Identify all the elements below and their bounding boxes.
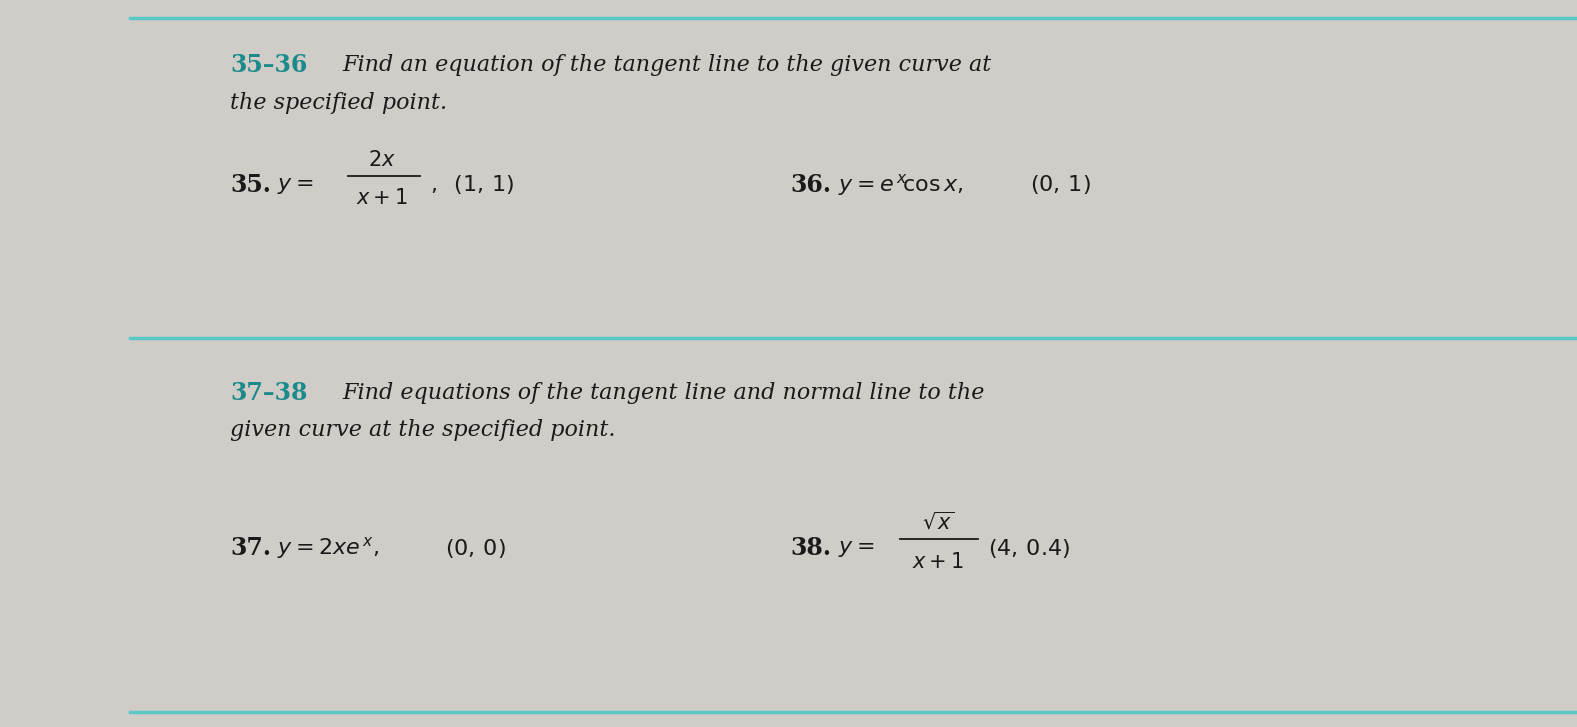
- Text: $y =$: $y =$: [837, 537, 874, 559]
- Text: $y = 2xe^{\,x},$: $y = 2xe^{\,x},$: [278, 535, 378, 561]
- Text: Find an equation of the tangent line to the given curve at: Find an equation of the tangent line to …: [342, 54, 992, 76]
- Text: $,\;\;(1,\,1)$: $,\;\;(1,\,1)$: [431, 174, 514, 196]
- Text: $x + 1$: $x + 1$: [356, 188, 408, 208]
- Text: $x + 1$: $x + 1$: [912, 552, 964, 572]
- Text: $y = e^{\,x}\!\cos x,$: $y = e^{\,x}\!\cos x,$: [837, 172, 964, 198]
- Text: the specified point.: the specified point.: [230, 92, 448, 114]
- Text: 37.: 37.: [230, 536, 271, 560]
- Text: Find equations of the tangent line and normal line to the: Find equations of the tangent line and n…: [342, 382, 984, 404]
- Text: 38.: 38.: [790, 536, 831, 560]
- Text: 36.: 36.: [790, 173, 831, 197]
- Text: 35–36: 35–36: [230, 53, 308, 77]
- Text: given curve at the specified point.: given curve at the specified point.: [230, 419, 615, 441]
- Text: $2x$: $2x$: [367, 150, 396, 170]
- Text: 35.: 35.: [230, 173, 271, 197]
- Text: $(4,\,0.4)$: $(4,\,0.4)$: [989, 537, 1069, 560]
- Text: 37–38: 37–38: [230, 381, 308, 405]
- Text: $(0,\,0)$: $(0,\,0)$: [445, 537, 506, 560]
- Text: $\sqrt{x}$: $\sqrt{x}$: [921, 511, 954, 533]
- Text: $(0,\,1)$: $(0,\,1)$: [1030, 174, 1091, 196]
- Text: $y =$: $y =$: [278, 174, 314, 196]
